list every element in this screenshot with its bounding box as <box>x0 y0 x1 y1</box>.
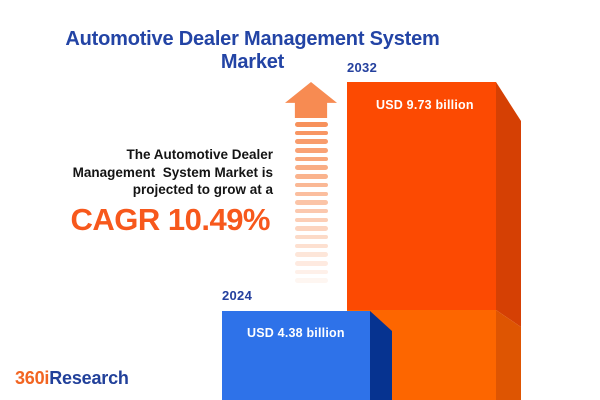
arrow-tail-segment <box>294 208 328 214</box>
bar-2032-side-upper <box>496 82 521 327</box>
cagr-value: CAGR 10.49% <box>70 202 270 237</box>
arrow-tail-segment <box>294 148 328 153</box>
arrow-tail-segment <box>294 122 328 127</box>
growth-arrow <box>285 82 337 292</box>
arrow-tail-segment <box>294 243 328 249</box>
arrow-tail-segment <box>294 191 328 196</box>
arrow-tail-segment <box>294 165 328 170</box>
arrow-tail-segment <box>294 217 328 223</box>
arrow-tail-segment <box>294 278 328 283</box>
annotation-text: The Automotive Dealer Management System … <box>72 147 273 197</box>
bar-2024-front <box>222 311 370 400</box>
arrow-tail-segment <box>294 234 328 240</box>
arrow-tail-segment <box>294 182 328 188</box>
arrow-tail-segment <box>294 156 328 162</box>
arrow-tail-segment <box>294 174 328 179</box>
arrow-tail-segment <box>294 261 328 266</box>
arrow-tail-segment <box>294 139 328 144</box>
logo-part-research: Research <box>49 368 129 388</box>
bar-2032-front-upper <box>347 82 496 310</box>
bar-2024-side <box>370 311 392 400</box>
bar-2032-side-lower <box>496 310 521 400</box>
arrow-tail-segment <box>294 226 328 231</box>
year-label-2032: 2032 <box>347 60 378 75</box>
logo-part-360i: 360i <box>15 368 50 388</box>
arrow-tail <box>294 122 328 287</box>
value-label-2024: USD 4.38 billion <box>247 326 345 340</box>
page-title: Automotive Dealer Management System Mark… <box>65 28 440 74</box>
arrow-tail-segment <box>294 269 328 275</box>
brand-logo: 360iResearch <box>15 368 129 389</box>
year-label-2024: 2024 <box>222 288 253 303</box>
arrow-tail-segment <box>294 252 328 257</box>
value-label-2032: USD 9.73 billion <box>376 98 474 112</box>
arrow-tail-segment <box>294 200 328 205</box>
arrow-tail-segment <box>294 130 328 136</box>
arrow-up-icon <box>285 82 337 118</box>
